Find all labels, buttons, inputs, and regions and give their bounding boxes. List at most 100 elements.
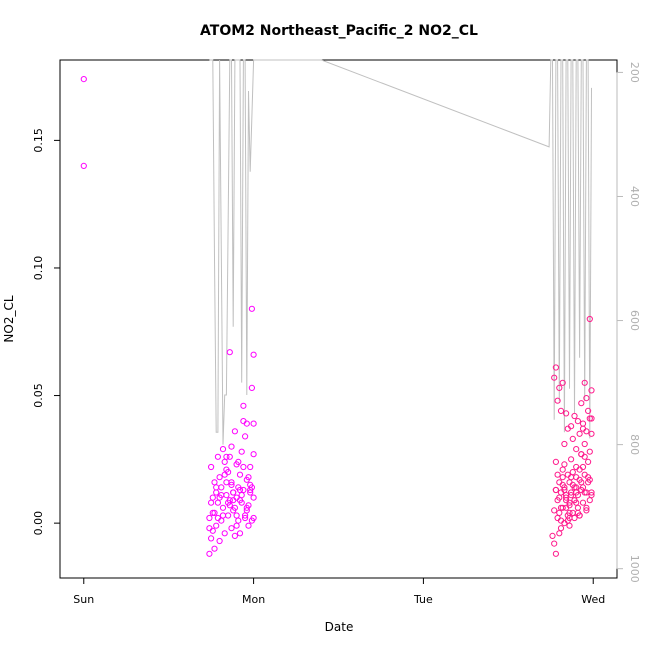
data-point bbox=[583, 507, 590, 514]
data-point bbox=[238, 448, 245, 455]
data-point bbox=[578, 479, 585, 486]
data-point bbox=[250, 420, 257, 427]
data-point bbox=[213, 489, 220, 496]
data-point bbox=[209, 494, 216, 501]
data-point bbox=[236, 471, 244, 478]
data-point bbox=[233, 512, 240, 519]
data-point bbox=[559, 481, 566, 488]
x-tick-label: Wed bbox=[581, 593, 605, 606]
data-point bbox=[559, 474, 566, 481]
y2-tick-label: 400 bbox=[628, 186, 641, 207]
data-point bbox=[219, 446, 227, 453]
data-point bbox=[221, 530, 228, 537]
data-point bbox=[552, 486, 560, 494]
data-point bbox=[556, 384, 563, 391]
data-point bbox=[588, 489, 595, 496]
data-point bbox=[571, 497, 578, 504]
data-point bbox=[209, 509, 216, 517]
data-point bbox=[569, 435, 576, 442]
data-point bbox=[206, 550, 213, 557]
data-point bbox=[218, 484, 225, 491]
y2-axis: 200 400 600 800 1000 bbox=[616, 62, 641, 583]
x-tick-label: Tue bbox=[413, 593, 433, 606]
data-point bbox=[576, 466, 583, 473]
data-point bbox=[213, 484, 220, 491]
data-point bbox=[551, 507, 558, 514]
x-axis-label: Date bbox=[325, 620, 354, 634]
data-point bbox=[556, 494, 563, 501]
data-point bbox=[566, 522, 573, 529]
data-point bbox=[571, 412, 578, 420]
data-point bbox=[583, 395, 590, 402]
data-point bbox=[226, 349, 233, 356]
data-point bbox=[556, 530, 563, 537]
data-point bbox=[206, 514, 213, 522]
data-point bbox=[586, 497, 593, 504]
data-point bbox=[566, 509, 573, 517]
data-point bbox=[581, 379, 588, 386]
data-point bbox=[236, 530, 244, 537]
data-point bbox=[568, 492, 575, 499]
data-point bbox=[551, 540, 558, 547]
data-point bbox=[235, 517, 242, 524]
data-point bbox=[240, 418, 247, 425]
data-point bbox=[586, 415, 593, 422]
plot-frame bbox=[59, 59, 618, 579]
data-point bbox=[80, 76, 87, 83]
data-point bbox=[552, 550, 560, 557]
y-axis-label: NO2_CL bbox=[2, 295, 16, 342]
data-point bbox=[566, 502, 573, 509]
data-point bbox=[576, 430, 583, 437]
data-point bbox=[581, 440, 588, 448]
data-point bbox=[250, 451, 257, 458]
data-point bbox=[240, 402, 247, 409]
data-point bbox=[559, 379, 566, 386]
data-point bbox=[574, 504, 582, 511]
data-point bbox=[219, 512, 227, 519]
data-point bbox=[588, 387, 595, 394]
data-point bbox=[554, 397, 561, 404]
data-point bbox=[223, 492, 230, 499]
data-point bbox=[228, 443, 235, 450]
data-point bbox=[564, 517, 571, 524]
data-point bbox=[583, 504, 590, 511]
x-tick-label: Mon bbox=[242, 593, 265, 606]
data-point bbox=[214, 499, 221, 506]
data-point bbox=[569, 469, 576, 476]
data-point bbox=[213, 522, 220, 529]
y-axis: 0.00 0.05 0.10 0.15 bbox=[32, 128, 61, 535]
data-point bbox=[208, 535, 215, 542]
data-point bbox=[230, 489, 237, 496]
data-point bbox=[573, 474, 580, 481]
data-point bbox=[556, 509, 563, 517]
y-tick-label: 0.05 bbox=[32, 383, 45, 408]
data-point bbox=[250, 514, 257, 522]
y-tick-label: 0.10 bbox=[32, 256, 45, 281]
data-point bbox=[221, 458, 228, 465]
data-point bbox=[559, 466, 566, 473]
y-tick-label: 0.15 bbox=[32, 128, 45, 153]
data-point bbox=[568, 423, 575, 430]
data-point bbox=[563, 410, 570, 417]
data-point bbox=[588, 430, 595, 437]
y2-tick-label: 1000 bbox=[628, 555, 641, 583]
secondary-series-line bbox=[209, 59, 592, 445]
data-point bbox=[214, 453, 221, 460]
chart-title: ATOM2 Northeast_Pacific_2 NO2_CL bbox=[200, 23, 478, 39]
data-point bbox=[208, 499, 215, 506]
data-point bbox=[223, 479, 230, 486]
data-point bbox=[250, 494, 257, 501]
data-point bbox=[557, 504, 565, 511]
data-point bbox=[579, 420, 587, 427]
data-point bbox=[242, 433, 249, 440]
data-point bbox=[216, 537, 223, 545]
data-point bbox=[243, 504, 250, 511]
data-point bbox=[238, 492, 245, 499]
data-point bbox=[231, 428, 238, 435]
data-point bbox=[586, 448, 593, 455]
data-point bbox=[248, 384, 255, 391]
data-point bbox=[211, 509, 218, 517]
data-point bbox=[240, 463, 247, 471]
y2-tick-label: 800 bbox=[628, 434, 641, 455]
